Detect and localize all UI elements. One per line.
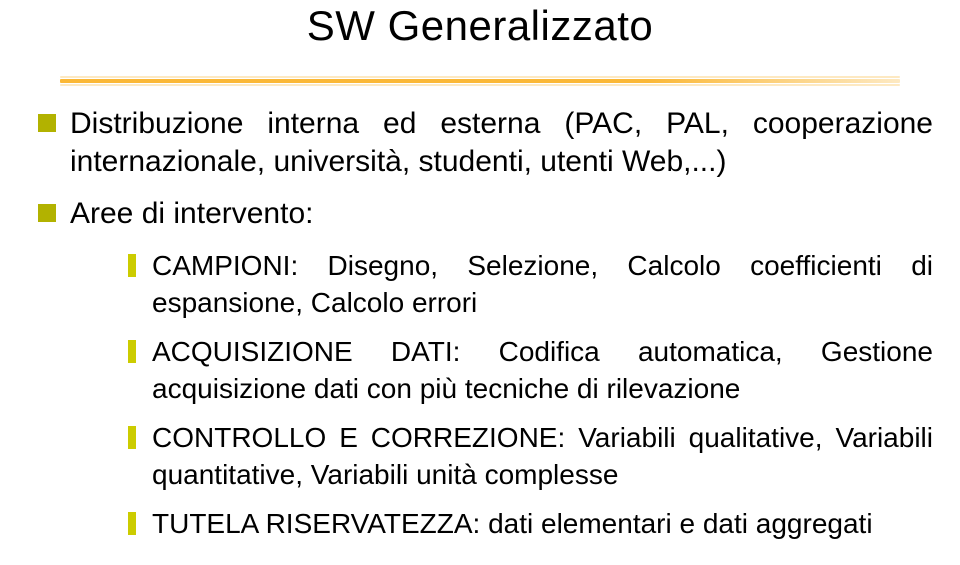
sub-list-item-text: TUTELA RISERVATEZZA: dati elementari e d…	[152, 505, 933, 542]
bar-bullet-icon	[128, 254, 136, 277]
sub-list: CAMPIONI: Disegno, Selezione, Calcolo co…	[128, 247, 933, 542]
square-bullet-icon	[38, 204, 56, 222]
sub-list-item-text: ACQUISIZIONE DATI: Codifica automatica, …	[152, 333, 933, 407]
sub-list-item: CAMPIONI: Disegno, Selezione, Calcolo co…	[128, 247, 933, 321]
divider-line-outer-bottom	[60, 84, 900, 86]
slide-title: SW Generalizzato	[0, 2, 960, 50]
bar-bullet-icon	[128, 340, 136, 363]
bar-bullet-icon	[128, 426, 136, 449]
list-item-text: Distribuzione interna ed esterna (PAC, P…	[70, 105, 933, 181]
title-divider	[60, 72, 900, 90]
square-bullet-icon	[38, 114, 56, 132]
sub-list-item: TUTELA RISERVATEZZA: dati elementari e d…	[128, 505, 933, 542]
sub-list-item-text: CONTROLLO E CORREZIONE: Variabili qualit…	[152, 419, 933, 493]
divider-line-inner	[60, 79, 900, 83]
sub-list-item: CONTROLLO E CORREZIONE: Variabili qualit…	[128, 419, 933, 493]
sub-list-item: ACQUISIZIONE DATI: Codifica automatica, …	[128, 333, 933, 407]
bar-bullet-icon	[128, 512, 136, 535]
sub-list-item-text: CAMPIONI: Disegno, Selezione, Calcolo co…	[152, 247, 933, 321]
slide: SW Generalizzato Distribuzione interna e…	[0, 0, 960, 565]
list-item: Distribuzione interna ed esterna (PAC, P…	[38, 105, 933, 181]
divider-line-outer-top	[60, 76, 900, 78]
bullet-list: Distribuzione interna ed esterna (PAC, P…	[38, 105, 933, 554]
list-item-text: Aree di intervento:	[70, 195, 933, 233]
list-item: Aree di intervento:	[38, 195, 933, 233]
